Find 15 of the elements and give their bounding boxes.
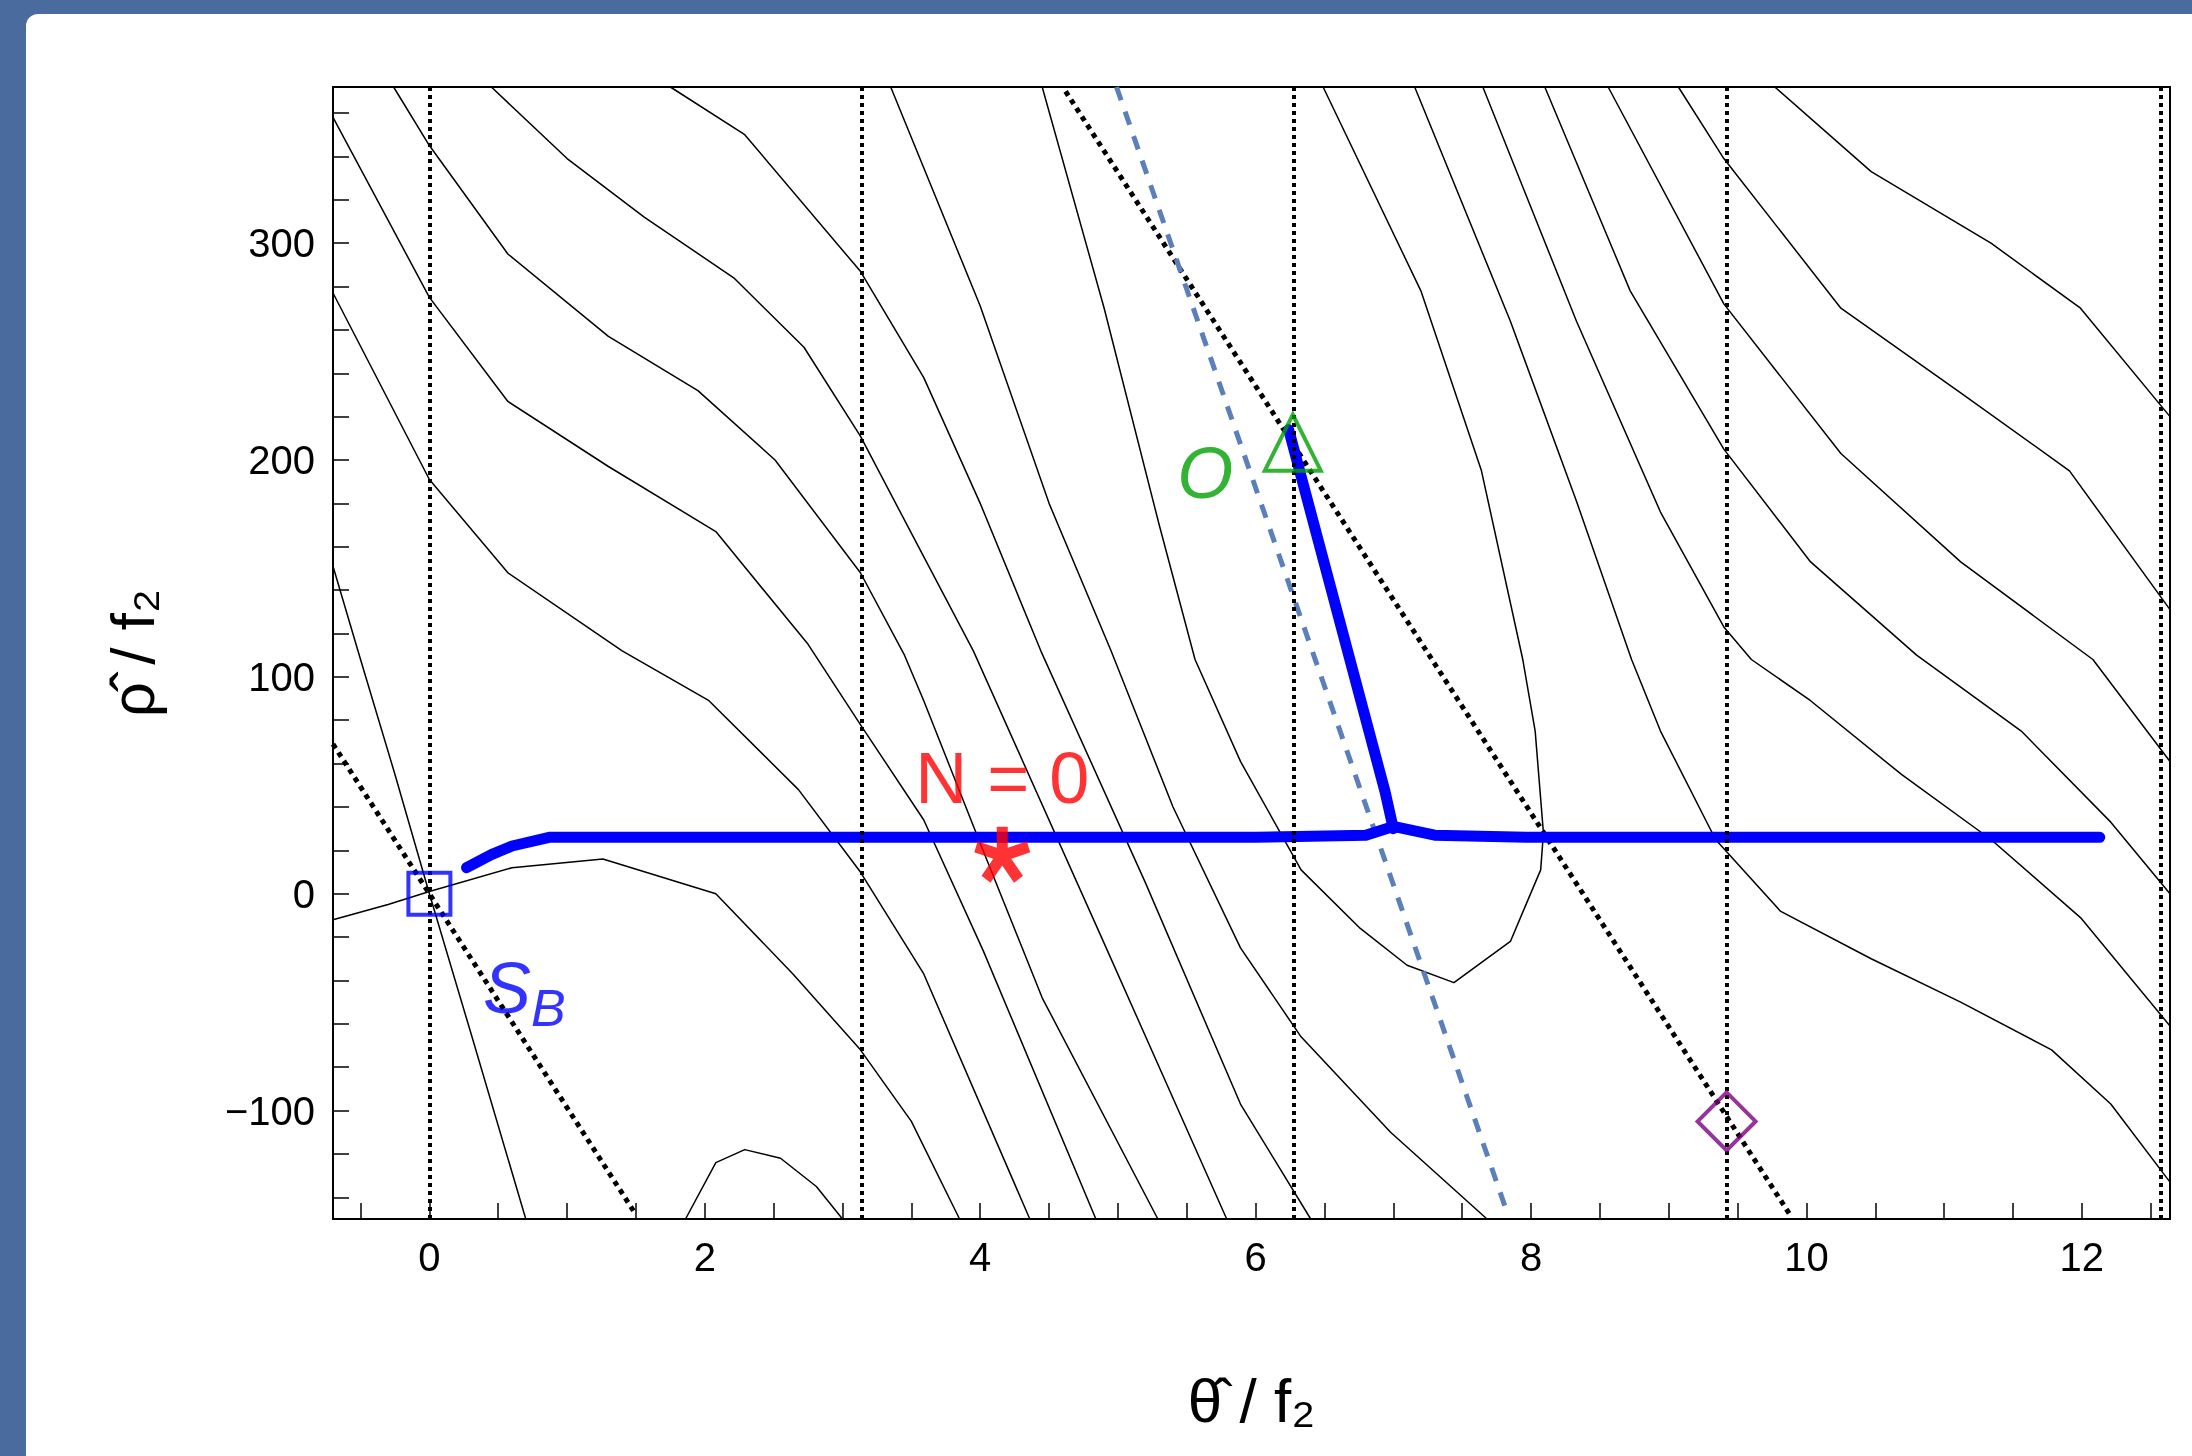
y-tick-label: 200 [248,438,315,482]
x-tick-label: 4 [969,1235,992,1279]
x-tick-label: 8 [1519,1235,1543,1279]
y-axis-title: ρ̂ / f₂ [97,588,167,718]
x-tick-label: 12 [2059,1235,2105,1279]
x-tick-label: 2 [693,1235,716,1279]
y-tick-label: 0 [292,871,315,916]
x-tick-label: 0 [418,1235,441,1279]
y-tick-label: −100 [224,1088,315,1133]
x-tick-label: 10 [1784,1235,1829,1279]
series-label: O [1177,432,1234,513]
y-tick-label: 300 [248,221,315,266]
x-tick-label: 6 [1244,1235,1267,1279]
x-axis-title: θ̂ / f₂ [1187,1365,1316,1435]
y-tick-label: 100 [248,654,315,699]
